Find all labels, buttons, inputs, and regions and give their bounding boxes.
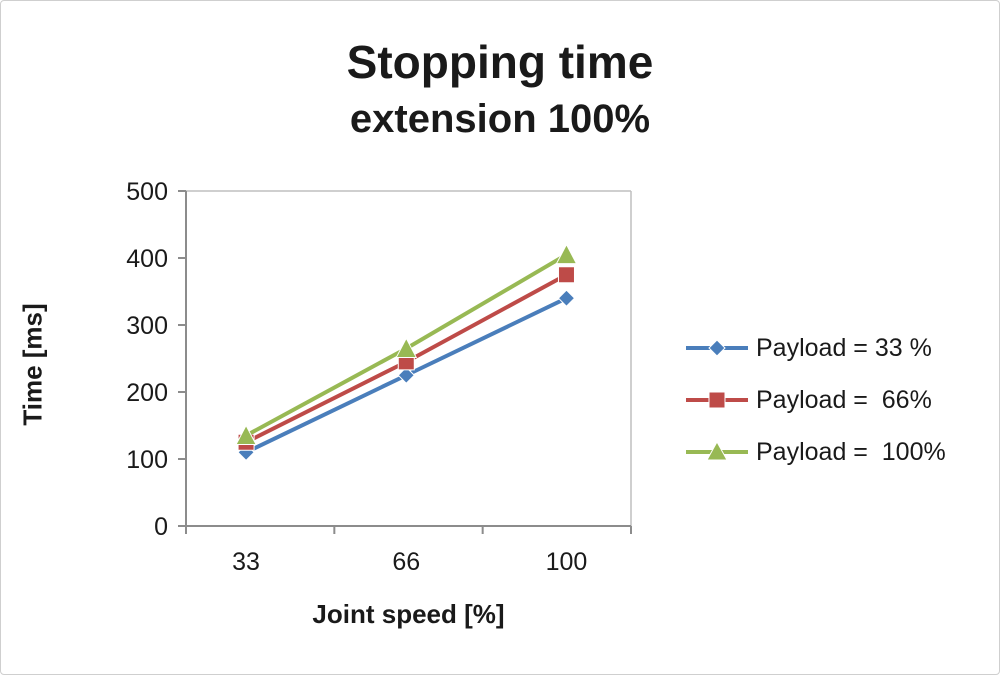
- x-tick-label: 33: [232, 548, 260, 576]
- series-marker-triangle: [395, 337, 418, 358]
- legend-label: Payload = 33 %: [756, 333, 932, 362]
- series-marker-diamond: [397, 366, 415, 384]
- y-tick-label: 500: [126, 178, 168, 206]
- legend-item: Payload = 33 %: [684, 333, 946, 363]
- x-axis-title: Joint speed [%]: [312, 599, 505, 629]
- legend-marker-sample: [686, 391, 748, 409]
- legend-marker-sample: [686, 440, 748, 461]
- y-tick-label: 200: [126, 379, 168, 407]
- y-tick-label: 0: [154, 513, 168, 541]
- y-tick-label: 100: [126, 446, 168, 474]
- chart-title-line1: Stopping time: [346, 36, 654, 88]
- y-tick-label: 300: [126, 312, 168, 340]
- x-tick-label: 66: [392, 548, 420, 576]
- series-marker-triangle: [555, 243, 578, 265]
- legend-marker-sample: [686, 339, 748, 357]
- x-tick-label: 100: [546, 548, 588, 576]
- chart-legend: Payload = 33 % Payload = 66% Payload = 100…: [684, 333, 946, 467]
- series-marker-square: [557, 266, 575, 284]
- legend-label: Payload = 100%: [756, 437, 946, 466]
- legend-item: Payload = 66%: [684, 385, 946, 415]
- legend-item: Payload = 100%: [684, 437, 946, 467]
- y-tick-label: 400: [126, 245, 168, 273]
- series-marker-diamond: [557, 289, 576, 307]
- legend-label: Payload = 66%: [756, 385, 932, 414]
- chart-title-line2: extension 100%: [349, 97, 651, 141]
- series-marker-triangle: [235, 424, 257, 446]
